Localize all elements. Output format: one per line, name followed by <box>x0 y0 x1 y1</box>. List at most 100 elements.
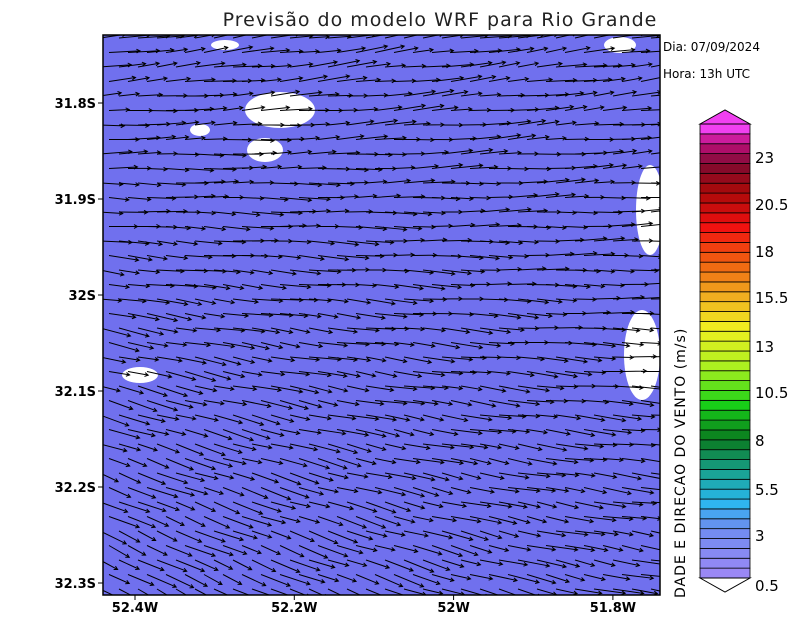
wind-arrow <box>118 123 150 128</box>
wind-arrow <box>346 559 368 568</box>
y-tick-label: 31.9S <box>55 193 96 208</box>
wind-arrow <box>298 255 325 261</box>
wind-arrow <box>365 61 392 68</box>
wind-arrow <box>536 356 569 364</box>
wind-arrow <box>536 414 559 419</box>
wind-arrow <box>127 371 150 377</box>
wind-arrow <box>203 516 231 529</box>
wind-arrow <box>194 501 217 512</box>
wind-arrow <box>241 46 275 53</box>
wind-arrow <box>317 458 348 470</box>
wind-arrow <box>393 78 417 84</box>
wind-arrow <box>545 516 570 524</box>
wind-arrow <box>498 119 532 126</box>
wind-arrow <box>460 443 489 450</box>
wind-arrow <box>308 559 336 569</box>
colorbar-band <box>699 350 751 362</box>
wind-arrow <box>103 357 127 364</box>
wind-arrow <box>355 134 389 140</box>
wind-arrow <box>355 400 385 406</box>
wind-arrow <box>213 356 242 366</box>
wind-arrow <box>308 121 331 127</box>
wind-arrow <box>412 487 440 497</box>
wind-arrow <box>222 342 256 350</box>
wind-arrow <box>650 327 660 330</box>
wind-arrow <box>394 604 416 611</box>
wind-arrow <box>146 134 177 140</box>
wind-arrow <box>621 135 653 141</box>
wind-arrow <box>403 237 426 243</box>
wind-arrow <box>270 385 304 394</box>
wind-arrow <box>213 385 235 392</box>
wind-arrow <box>165 429 187 436</box>
wind-arrow <box>270 356 296 363</box>
wind-arrow <box>507 516 531 525</box>
wind-arrow <box>327 120 351 126</box>
wind-arrow <box>498 501 528 509</box>
wind-arrow <box>545 371 579 379</box>
wind-arrow <box>393 226 423 231</box>
wind-arrow <box>222 284 245 291</box>
wind-arrow <box>279 255 302 260</box>
wind-arrow <box>441 414 469 423</box>
wind-arrow <box>156 327 179 334</box>
colorbar-band <box>699 538 751 549</box>
wind-arrow <box>526 46 549 53</box>
wind-arrow <box>488 254 514 260</box>
wind-arrow <box>384 119 417 126</box>
wind-arrow <box>127 574 155 587</box>
wind-arrow <box>241 284 264 290</box>
wind-arrow <box>574 588 603 595</box>
wind-arrow <box>260 254 283 260</box>
wind-arrow <box>241 429 271 440</box>
wind-arrow <box>536 385 565 391</box>
wind-arrow <box>213 530 245 542</box>
colorbar-band <box>699 311 751 322</box>
wind-arrow <box>241 371 263 377</box>
wind-arrow <box>184 313 207 320</box>
wind-arrow <box>327 240 360 247</box>
wind-arrow <box>118 61 147 68</box>
wind-arrow <box>612 559 641 568</box>
wind-arrow <box>422 269 456 276</box>
wind-arrow <box>564 516 595 524</box>
wind-arrow <box>108 400 134 411</box>
wind-arrow <box>298 49 321 54</box>
wind-arrow <box>479 472 505 480</box>
wind-arrow <box>203 371 232 381</box>
wind-arrow <box>137 61 161 68</box>
wind-arrow <box>555 120 577 126</box>
wind-arrow <box>631 559 660 567</box>
wind-arrow <box>365 385 395 393</box>
wind-arrow <box>602 163 628 169</box>
wind-arrow <box>184 516 206 527</box>
wind-arrow <box>213 211 237 217</box>
wind-arrow <box>469 458 492 466</box>
wind-arrow <box>564 398 587 404</box>
wind-arrow <box>260 105 291 111</box>
wind-arrow <box>365 298 396 306</box>
wind-arrow <box>574 472 596 478</box>
wind-arrow <box>488 370 511 376</box>
colorbar-band <box>699 528 751 539</box>
wind-arrow <box>412 429 435 437</box>
wind-arrow <box>317 313 339 319</box>
date: Dia: 07/09/2024 <box>663 40 760 54</box>
wind-arrow <box>194 530 226 543</box>
wind-arrow <box>298 74 329 82</box>
wind-arrow <box>393 429 415 437</box>
wind-arrow <box>103 270 125 277</box>
wind-arrow <box>621 487 655 495</box>
wind-arrow <box>431 545 464 558</box>
wind-arrow <box>545 545 579 552</box>
wind-arrow <box>308 149 337 155</box>
wind-arrow <box>507 46 535 53</box>
wind-arrow <box>175 240 199 246</box>
wind-arrow <box>308 588 327 595</box>
wind-arrow <box>270 530 292 540</box>
wind-arrow <box>365 414 398 422</box>
wind-arrow <box>403 89 437 97</box>
wind-arrow <box>422 63 451 69</box>
wind-arrow <box>498 61 521 68</box>
wind-arrow <box>317 545 349 558</box>
